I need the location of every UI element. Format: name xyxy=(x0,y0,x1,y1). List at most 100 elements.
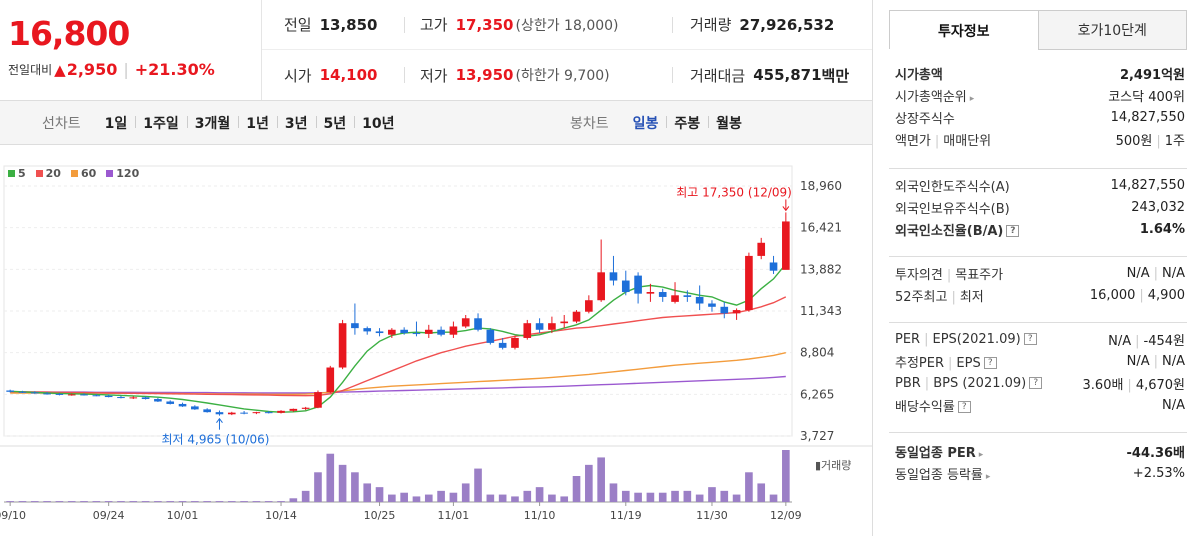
candle-body xyxy=(461,318,470,327)
y-tick-label: 11,343 xyxy=(800,304,842,318)
info-value: 14,827,550 xyxy=(1110,177,1185,193)
info-value: 16,000 | 4,900 xyxy=(1089,287,1185,303)
candle-body xyxy=(498,342,507,348)
current-price-box: 16,800 전일대비 ▲ 2,950 | +21.30% xyxy=(0,0,262,100)
tab-investment-info[interactable]: 투자정보 xyxy=(889,10,1039,50)
tab-3y[interactable]: 3년 xyxy=(276,113,316,133)
volume: 거래량 27,926,532 xyxy=(672,0,872,50)
volume-bar xyxy=(498,494,507,502)
ma60-line xyxy=(10,352,786,396)
volume-bar xyxy=(621,490,630,502)
volume-bar xyxy=(191,501,199,502)
candle-body xyxy=(400,329,408,334)
max-price-label: 최고 17,350 (12/09) xyxy=(676,185,792,199)
volume-bar xyxy=(92,501,101,502)
price-change: 전일대비 ▲ 2,950 | +21.30% xyxy=(8,60,215,79)
tab-daily[interactable]: 일봉 xyxy=(632,115,659,132)
volume-bar xyxy=(375,487,384,502)
info-key: 외국인한도주식수(A) xyxy=(895,179,1010,195)
volume-bar xyxy=(782,450,790,502)
volume-bar xyxy=(437,490,445,502)
volume-bar xyxy=(523,490,532,502)
volume-bar xyxy=(55,501,64,502)
tab-order-book[interactable]: 호가10단계 xyxy=(1038,10,1187,50)
candle-body xyxy=(227,412,236,415)
volume-bar xyxy=(609,483,618,502)
info-key[interactable]: 동일업종 등락률 ▸ xyxy=(895,467,991,483)
volume-bar xyxy=(548,494,556,502)
candle-body xyxy=(388,329,396,335)
info-key: 액면가 | 매매단위 xyxy=(895,133,992,149)
quote-grid: 전일 13,850 고가 17,350 (상한가 18,000) 거래량 27,926,… xyxy=(262,0,872,100)
tab-3m[interactable]: 3개월 xyxy=(186,113,239,133)
candle-body xyxy=(683,295,692,297)
y-tick-label: 18,960 xyxy=(800,179,842,193)
info-key: 52주최고 | 최저 xyxy=(895,289,984,305)
tab-1w[interactable]: 1주일 xyxy=(135,113,187,133)
tab-1y[interactable]: 1년 xyxy=(238,113,277,133)
volume-bar xyxy=(658,492,667,502)
candle-chart-tabs: 봉차트 일봉 주봉 월봉 xyxy=(570,101,750,144)
candle-body xyxy=(166,401,175,404)
volume-bar xyxy=(424,494,433,502)
info-key[interactable]: 동일업종 PER ▸ xyxy=(895,445,984,461)
volume-bar xyxy=(141,501,150,502)
volume-bar xyxy=(117,501,125,502)
volume-bar xyxy=(326,453,335,502)
info-row: 외국인한도주식수(A) 14,827,550 xyxy=(895,174,1185,196)
section-divider xyxy=(889,322,1187,323)
info-key[interactable]: 시가총액순위 ▸ xyxy=(895,89,975,105)
min-arrowhead-icon xyxy=(216,417,223,423)
candle-body xyxy=(363,328,372,332)
candle-body xyxy=(326,367,335,393)
info-value: N/A | -454원 xyxy=(1108,333,1185,349)
section-divider xyxy=(889,168,1187,169)
x-tick-label: 09/10 xyxy=(0,509,26,522)
candle-body xyxy=(560,321,569,324)
candle-body xyxy=(178,403,187,407)
volume-bar xyxy=(338,464,347,502)
volume-bar xyxy=(227,501,236,502)
candle-body xyxy=(548,323,556,330)
legend-ma60: 60 xyxy=(70,167,96,180)
info-row: 투자의견 | 목표주가 N/A | N/A xyxy=(895,262,1185,284)
volume-bar xyxy=(572,476,581,502)
candlestick-chart[interactable]: 18,960 16,421 13,882 11,343 8,804 6,265 3,727 0… xyxy=(0,150,872,536)
candle-body xyxy=(240,412,248,414)
tab-1d[interactable]: 1일 xyxy=(104,115,128,132)
tab-10y[interactable]: 10년 xyxy=(354,113,402,133)
info-key: 배당수익률? xyxy=(895,396,971,415)
volume-bar xyxy=(240,501,248,502)
stock-main-panel: 16,800 전일대비 ▲ 2,950 | +21.30% 전일 13,850 고… xyxy=(0,0,872,536)
y-tick-label: 8,804 xyxy=(800,346,834,360)
candle-body xyxy=(141,397,150,400)
info-key: PER | EPS(2021.09)? xyxy=(895,332,1037,347)
legend-ma5: 5 xyxy=(8,167,26,180)
info-key: 시가총액 xyxy=(895,67,943,83)
info-key: 상장주식수 xyxy=(895,111,955,127)
x-tick-label: 09/24 xyxy=(93,509,125,522)
tab-weekly[interactable]: 주봉 xyxy=(666,113,708,133)
volume-bar xyxy=(252,501,261,502)
volume-bar xyxy=(695,494,704,502)
info-help-icon[interactable]: ? xyxy=(1006,225,1020,237)
chevron-right-icon: ▸ xyxy=(978,449,984,460)
info-help-icon[interactable]: ? xyxy=(983,357,997,369)
candle-body xyxy=(658,292,667,297)
candle-body xyxy=(609,272,618,281)
info-help-icon[interactable]: ? xyxy=(1029,377,1043,389)
volume-bar xyxy=(646,492,655,502)
tab-5y[interactable]: 5년 xyxy=(315,113,355,133)
info-help-icon[interactable]: ? xyxy=(957,401,971,413)
info-help-icon[interactable]: ? xyxy=(1023,333,1037,345)
volume-bar xyxy=(412,496,421,502)
info-row: PER | EPS(2021.09)? N/A | -454원 xyxy=(895,328,1185,350)
chevron-right-icon: ▸ xyxy=(985,471,991,482)
volume-bar xyxy=(18,501,27,502)
info-sec4: PER | EPS(2021.09)? N/A | -454원 추정PER | EPS? N/A |… xyxy=(895,328,1185,416)
candle-body xyxy=(203,409,211,413)
volume-bar xyxy=(363,483,372,502)
volume-bar xyxy=(104,501,113,502)
tab-monthly[interactable]: 월봉 xyxy=(708,113,750,133)
candle-body xyxy=(634,275,642,294)
